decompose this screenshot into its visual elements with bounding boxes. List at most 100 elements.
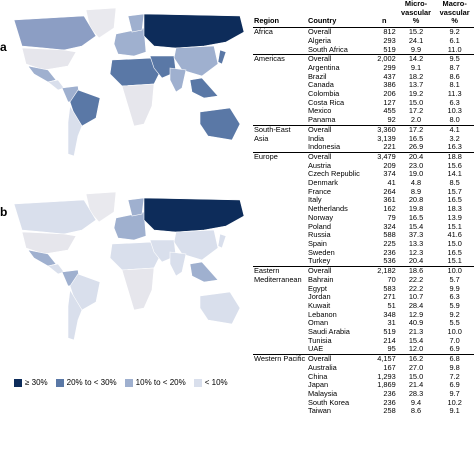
country: Lebanon <box>308 309 337 319</box>
micro-pct: 10.7 <box>408 292 424 302</box>
country: Denmark <box>308 178 338 188</box>
micro-pct: 16.5 <box>408 133 424 143</box>
canada <box>13 199 97 235</box>
macro-pct: 8.0 <box>449 115 460 125</box>
middle-east <box>149 239 177 263</box>
macro-pct: 6.3 <box>449 97 460 107</box>
count: 79 <box>387 212 396 222</box>
data-table: Region Country n Micro-vascular% Macro-v… <box>253 0 474 417</box>
count: 3,479 <box>371 151 397 162</box>
count: 236 <box>383 397 396 407</box>
country: Overall <box>307 54 372 64</box>
world-map <box>13 191 245 341</box>
se-asia <box>189 77 219 99</box>
country: Overall <box>307 151 372 162</box>
macro-pct: 5.9 <box>449 300 460 310</box>
macro-pct: 15.1 <box>447 221 462 231</box>
central-am <box>47 79 65 91</box>
micro-pct: 19.2 <box>408 89 424 99</box>
table-row: China 1,293 15.0 7.2 <box>253 372 474 382</box>
micro-pct: 18.2 <box>408 71 424 81</box>
legend-label: 10% to < 20% <box>135 378 186 387</box>
table-row: Canada 386 13.7 8.1 <box>253 81 474 90</box>
country: South Africa <box>308 44 348 54</box>
count: 221 <box>383 142 396 152</box>
header: Country <box>307 0 372 29</box>
micro-pct: 15.0 <box>408 97 424 107</box>
count: 41 <box>387 178 396 188</box>
table-row: Europe Overall 3,479 20.4 18.8 <box>253 151 474 267</box>
table-row: Western Pacific Overall 4,157 16.2 6.8 <box>253 354 474 417</box>
table-row: South Africa 519 9.9 11.0 <box>253 44 474 55</box>
canada <box>13 15 97 51</box>
micro-pct: 26.9 <box>408 142 424 152</box>
macro-pct: 11.3 <box>447 89 462 99</box>
header: Region <box>253 0 307 29</box>
count: 374 <box>383 169 396 179</box>
count: 293 <box>383 35 396 45</box>
micro-pct: 12.9 <box>408 309 424 319</box>
table-row: Bahrain 70 22.2 5.7 <box>253 275 474 285</box>
table-row: Indonesia 221 26.9 16.3 <box>253 142 474 152</box>
country: Algeria <box>308 35 332 45</box>
table-row: Sweden 236 12.3 16.5 <box>253 248 474 258</box>
country: Overall <box>307 354 372 364</box>
country: Colombia <box>308 89 340 99</box>
micro-pct: 8.9 <box>410 186 422 196</box>
table-row: Egypt 583 22.2 9.9 <box>253 283 474 294</box>
country: Poland <box>308 221 332 231</box>
table-row: South-East Asia Overall 3,360 17.2 4.1 <box>253 124 474 153</box>
count: 162 <box>383 204 396 214</box>
micro-pct: 17.2 <box>396 124 436 135</box>
table-row: Austria 209 23.0 15.6 <box>253 160 474 171</box>
micro-pct: 22.2 <box>408 283 424 293</box>
africa-south <box>121 83 155 127</box>
count: 271 <box>383 292 396 302</box>
table-row: Brazil 437 18.2 8.6 <box>253 71 474 82</box>
micro-pct: 9.4 <box>410 397 422 407</box>
country: Austria <box>308 160 332 170</box>
macro-pct: 18.3 <box>447 204 462 214</box>
micro-pct: 28.4 <box>408 300 424 310</box>
table-row: Norway 79 16.5 13.9 <box>253 212 474 223</box>
russia <box>143 13 245 49</box>
macro-pct: 9.1 <box>449 406 460 416</box>
middle-east <box>149 55 177 79</box>
country: Costa Rica <box>308 97 345 107</box>
country: Italy <box>308 195 322 205</box>
micro-pct: 20.8 <box>408 195 424 205</box>
country: Spain <box>308 238 327 248</box>
count: 167 <box>383 362 396 372</box>
macro-pct: 8.6 <box>449 71 460 81</box>
japan <box>217 49 227 65</box>
count: 264 <box>383 186 396 196</box>
table-row: Africa Overall 812 15.2 9.2 <box>253 27 474 55</box>
header: Macro-vascular% <box>435 0 474 29</box>
macro-pct: 9.2 <box>449 309 460 319</box>
country: Russia <box>308 230 331 240</box>
china <box>173 45 219 77</box>
count: 209 <box>383 160 396 170</box>
legend-label: < 10% <box>204 378 228 387</box>
country: France <box>308 186 332 196</box>
table-row: Argentina 299 9.1 8.7 <box>253 62 474 73</box>
table-row: Americas Overall 2,002 14.2 9.5 <box>253 54 474 126</box>
legend-label: ≥ 30% <box>25 378 48 387</box>
country: Brazil <box>308 71 327 81</box>
micro-pct: 8.6 <box>410 406 422 416</box>
swatch <box>124 378 133 387</box>
swatch <box>55 378 64 387</box>
micro-pct: 40.9 <box>408 318 424 328</box>
macro-pct: 9.5 <box>435 54 474 64</box>
count: 536 <box>383 256 396 266</box>
country: India <box>308 133 325 143</box>
china <box>173 229 219 261</box>
macro-pct: 6.9 <box>449 344 460 354</box>
macro-pct: 6.3 <box>449 292 460 302</box>
table-row: Tunisia 214 15.4 7.0 <box>253 336 474 346</box>
count: 95 <box>387 344 396 354</box>
table-row: Malaysia 236 28.3 9.7 <box>253 389 474 399</box>
australia <box>199 107 241 141</box>
count: 299 <box>383 62 396 72</box>
